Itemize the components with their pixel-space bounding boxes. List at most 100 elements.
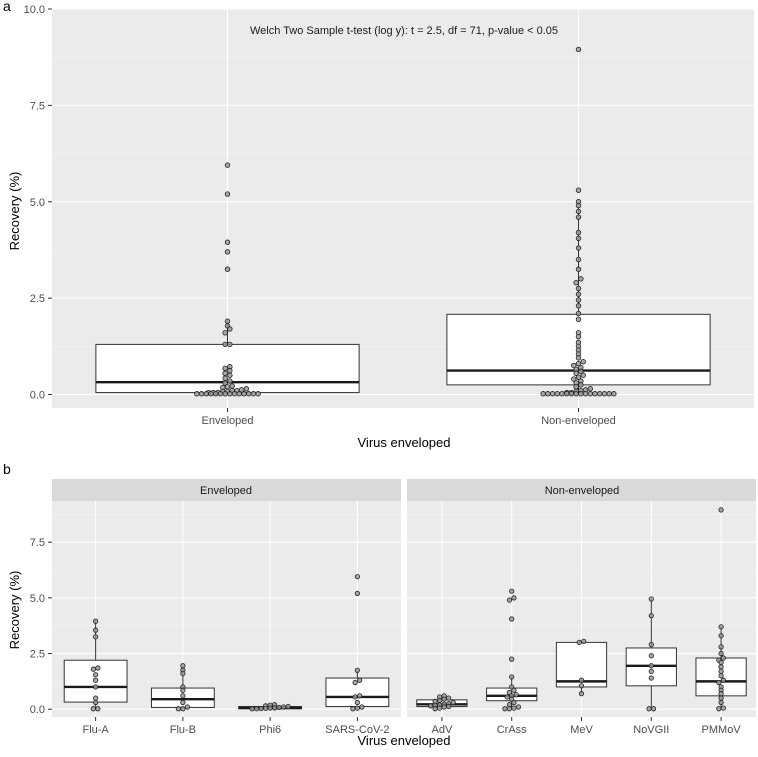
- data-point-flu-a: [93, 618, 99, 624]
- data-point-flu-b: [180, 687, 186, 693]
- data-point-non-enveloped: [575, 310, 582, 317]
- data-point-non-enveloped: [578, 391, 584, 397]
- data-point-phi6: [263, 705, 269, 711]
- data-point-pmmov: [718, 659, 724, 666]
- data-point-pmmov: [718, 695, 724, 701]
- panel-a-x-ticks: Enveloped Non-enveloped: [202, 408, 616, 427]
- x-tick-label-flu-b: Flu-B: [170, 724, 196, 736]
- data-point-adv: [450, 699, 456, 706]
- data-point-novgii: [648, 642, 654, 648]
- data-point-non-enveloped: [571, 376, 577, 382]
- y-tick-label: 2.5: [30, 293, 45, 305]
- data-point-non-enveloped: [564, 391, 570, 397]
- data-point-enveloped: [227, 372, 233, 378]
- data-point-crass: [509, 588, 515, 594]
- panel-a-x-axis-title: Virus enveloped: [358, 435, 451, 450]
- data-point-crass: [506, 706, 513, 712]
- data-point-crass: [511, 687, 517, 693]
- data-point-pmmov: [718, 644, 724, 650]
- data-point-non-enveloped: [549, 391, 556, 397]
- data-point-enveloped: [255, 391, 261, 397]
- data-point-crass: [509, 674, 515, 680]
- data-point-non-enveloped: [575, 187, 582, 193]
- data-point-enveloped: [224, 239, 231, 245]
- data-point-novgii: [648, 596, 654, 602]
- data-point-flu-a: [93, 627, 99, 633]
- data-point-flu-a: [93, 684, 99, 690]
- x-tick-label-phi6: Phi6: [259, 724, 281, 736]
- data-point-flu-a: [95, 706, 101, 712]
- data-point-adv: [446, 703, 452, 710]
- x-tick-label-adv: AdV: [432, 724, 453, 736]
- data-point-flu-a: [93, 695, 99, 701]
- data-point-non-enveloped: [575, 235, 582, 242]
- data-point-enveloped: [224, 266, 231, 272]
- facet-strip-non-enveloped: [407, 479, 756, 501]
- data-point-non-enveloped: [582, 391, 589, 397]
- x-tick-label-enveloped: Enveloped: [202, 415, 254, 427]
- data-point-non-enveloped: [575, 285, 582, 292]
- x-tick-label-novgii: NoVGII: [633, 724, 669, 736]
- data-point-non-enveloped: [578, 382, 584, 388]
- data-point-phi6: [249, 706, 255, 712]
- data-point-sars-cov-2: [354, 699, 360, 706]
- data-point-non-enveloped: [575, 202, 582, 209]
- x-tick-label-pmmov: PMMoV: [702, 724, 742, 736]
- data-point-enveloped: [236, 391, 242, 397]
- data-point-novgii: [648, 668, 654, 674]
- data-point-crass: [506, 597, 513, 603]
- panel-a-y-ticks: 0.0 2.5 5.0 7.5 10.0: [24, 4, 52, 402]
- data-point-sars-cov-2: [354, 574, 360, 580]
- data-point-adv: [428, 703, 434, 709]
- data-point-enveloped: [194, 391, 200, 397]
- data-point-phi6: [258, 705, 264, 712]
- data-point-enveloped: [222, 341, 228, 348]
- data-point-enveloped: [208, 391, 214, 397]
- data-point-mev: [578, 691, 585, 697]
- data-point-enveloped: [213, 391, 219, 397]
- data-point-sars-cov-2: [354, 590, 360, 597]
- data-point-enveloped: [227, 391, 233, 397]
- data-point-non-enveloped: [575, 245, 582, 251]
- x-tick-label-crass: CrAss: [497, 724, 527, 736]
- data-point-pmmov: [718, 633, 724, 639]
- panel-b-y-axis-title: Recovery (%): [7, 571, 22, 650]
- data-point-phi6: [267, 705, 273, 711]
- data-point-non-enveloped: [601, 391, 608, 397]
- data-point-crass: [509, 656, 515, 662]
- data-point-pmmov: [718, 650, 724, 657]
- data-point-non-enveloped: [575, 333, 582, 340]
- data-point-non-enveloped: [573, 370, 579, 377]
- data-point-enveloped: [243, 386, 250, 392]
- x-tick-label-sars-cov-2: SARS-CoV-2: [325, 724, 389, 736]
- data-point-pmmov: [718, 624, 724, 630]
- data-point-pmmov: [716, 679, 722, 686]
- data-point-non-enveloped: [575, 46, 582, 53]
- y-tick-label: 10.0: [24, 4, 45, 16]
- data-point-flu-b: [180, 670, 186, 677]
- data-point-adv: [432, 706, 438, 712]
- data-point-enveloped: [198, 391, 205, 397]
- data-point-pmmov: [718, 507, 724, 513]
- data-point-enveloped: [229, 383, 235, 389]
- data-point-crass: [515, 704, 522, 710]
- data-point-non-enveloped: [559, 391, 565, 397]
- data-point-novgii: [648, 653, 654, 659]
- data-point-enveloped: [227, 341, 233, 348]
- data-point-mev: [576, 639, 582, 646]
- panel-b-x-axis-title: Virus enveloped: [358, 733, 451, 748]
- data-point-phi6: [276, 704, 282, 711]
- data-point-flu-a: [93, 699, 99, 706]
- data-point-crass: [511, 699, 517, 706]
- data-point-enveloped: [224, 249, 231, 255]
- data-point-non-enveloped: [571, 362, 577, 369]
- data-point-enveloped: [227, 378, 233, 384]
- data-point-novgii: [648, 675, 654, 681]
- panel-a-annotation: Welch Two Sample t-test (log y): t = 2.5…: [250, 25, 558, 37]
- data-point-non-enveloped: [568, 391, 575, 397]
- data-point-flu-a: [93, 677, 99, 683]
- data-point-sars-cov-2: [354, 667, 360, 673]
- data-point-non-enveloped: [578, 276, 584, 282]
- data-point-sars-cov-2: [350, 706, 356, 712]
- data-point-non-enveloped: [587, 391, 593, 397]
